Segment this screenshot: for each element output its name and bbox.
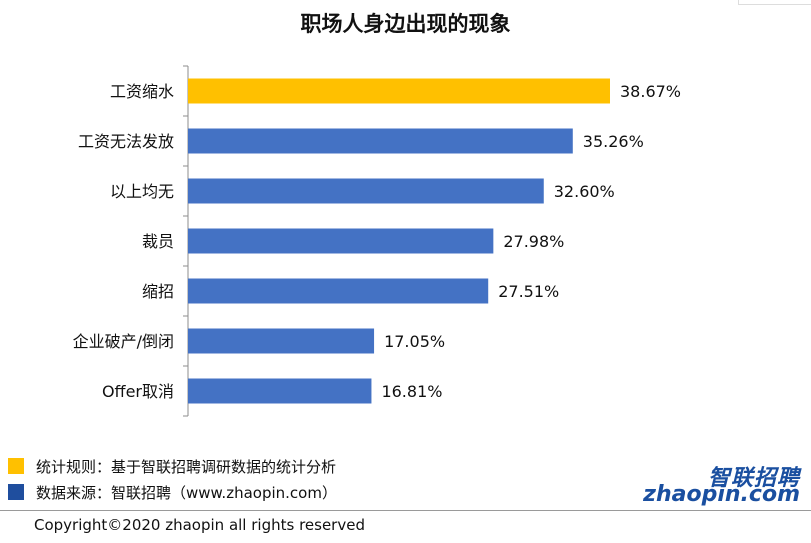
corner-decoration [738, 0, 811, 5]
data-label: 17.05% [384, 332, 445, 351]
category-label: 企业破产/倒闭 [73, 332, 174, 351]
legend-item-rules: 统计规则：基于智联招聘调研数据的统计分析 [8, 456, 336, 476]
data-label: 27.98% [503, 232, 564, 251]
data-label: 35.26% [583, 132, 644, 151]
bar [188, 228, 494, 254]
bar [188, 278, 489, 304]
legend-label: 数据来源：智联招聘（www.zhaopin.com） [36, 483, 337, 502]
bar [188, 78, 610, 104]
category-label: 工资缩水 [110, 82, 174, 101]
data-label: 32.60% [554, 182, 615, 201]
category-label: Offer取消 [102, 382, 174, 401]
data-label: 16.81% [381, 382, 442, 401]
category-label: 以上均无 [110, 182, 174, 201]
data-label: 27.51% [498, 282, 559, 301]
legend-swatch-blue [8, 484, 24, 500]
logo-english-text: zhaopin.com [643, 482, 800, 507]
logo-chinese-text: 智联招聘 [707, 466, 800, 491]
copyright-text: Copyright©2020 zhaopin all rights reserv… [34, 516, 365, 534]
footer-divider [0, 510, 811, 511]
bar [188, 178, 544, 204]
zhaopin-logo: 智联招聘 zhaopin.com [643, 460, 800, 510]
bar [188, 378, 372, 404]
legend-swatch-yellow [8, 458, 24, 474]
bar [188, 328, 375, 354]
bar [188, 128, 573, 154]
legend-item-source: 数据来源：智联招聘（www.zhaopin.com） [8, 482, 337, 502]
data-label: 38.67% [620, 82, 681, 101]
category-label: 缩招 [142, 282, 174, 301]
category-label: 裁员 [142, 232, 174, 251]
legend-label: 统计规则：基于智联招聘调研数据的统计分析 [36, 457, 337, 476]
bar-chart: 工资缩水 38.67% 工资无法发放 35.26% 以上均无 32.60% 裁员 27.98%… [73, 65, 681, 417]
category-label: 工资无法发放 [78, 132, 174, 151]
chart-title: 职场人身边出现的现象 [300, 12, 511, 36]
